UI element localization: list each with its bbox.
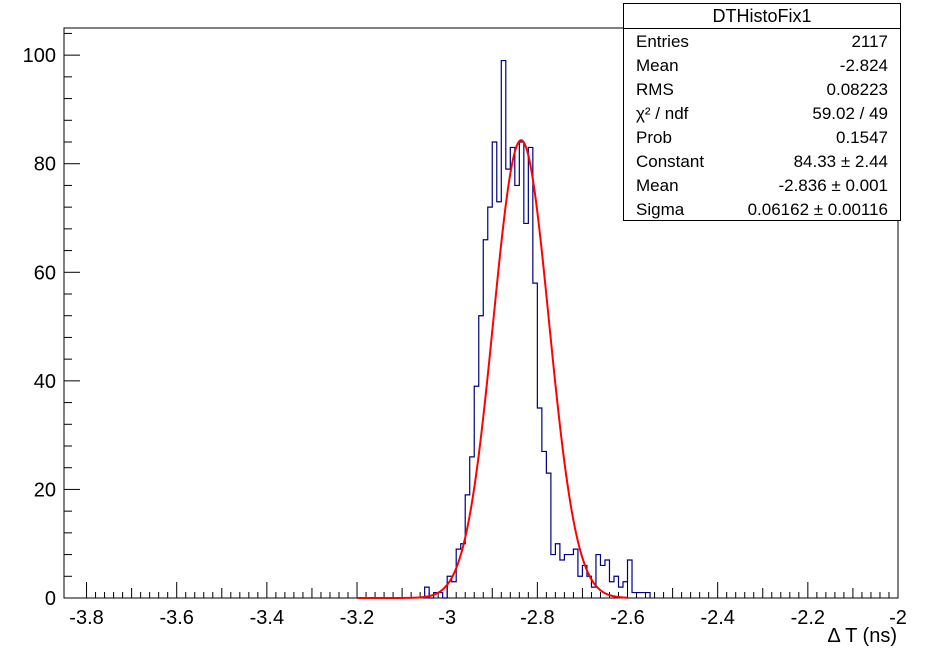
stats-title: DTHistoFix1: [624, 4, 900, 29]
gaussian-fit-curve: [357, 139, 628, 599]
stats-row-label: RMS: [636, 80, 674, 99]
x-tick-label: -2.4: [700, 607, 734, 629]
stats-row-value: 59.02 / 49: [812, 104, 888, 123]
stats-row: Constant 84.33 ± 2.44: [624, 152, 900, 176]
stats-row-value: 0.08223: [826, 80, 888, 99]
stats-row-label: Sigma: [636, 200, 685, 219]
y-tick-label: 80: [34, 154, 56, 176]
stats-row-label: Prob: [636, 128, 672, 147]
x-tick-label: -3.4: [250, 607, 284, 629]
y-tick-label: 100: [23, 45, 56, 67]
plot-frame: [63, 27, 899, 599]
stats-row: Entries 2117: [624, 32, 900, 56]
stats-row: Sigma 0.06162 ± 0.00116: [624, 200, 900, 224]
y-tick-label: 0: [45, 588, 56, 610]
x-axis-label: Δ T (ns): [827, 625, 897, 647]
stats-row-label: Entries: [636, 32, 689, 51]
x-tick-label: -3.6: [159, 607, 193, 629]
stats-row: Mean -2.824: [624, 56, 900, 80]
stats-box: DTHistoFix1 Entries 2117 Mean -2.824 RMS 0.08…: [623, 3, 901, 221]
y-tick-label: 20: [34, 479, 56, 501]
stats-row-value: -2.824: [839, 56, 888, 75]
stats-row: Prob 0.1547: [624, 128, 900, 152]
stats-row-value: -2.836 ± 0.001: [778, 176, 888, 195]
x-axis: -3.8 -3.6 -3.4 -3.2 -3 -2.8 -2.6 -2.4 -2.2 -2: [69, 582, 907, 629]
stats-row: RMS 0.08223: [624, 80, 900, 104]
stats-row-value: 2117: [851, 32, 888, 51]
stats-row-value: 84.33 ± 2.44: [793, 152, 888, 171]
stats-row-label: χ² / ndf: [636, 104, 689, 123]
y-axis: 0 20 40 60 80 100: [23, 32, 80, 610]
x-tick-label: -2: [889, 607, 907, 629]
stats-row-label: Mean: [636, 56, 679, 75]
stats-row: Mean -2.836 ± 0.001: [624, 176, 900, 200]
y-tick-label: 60: [34, 262, 56, 284]
x-tick-label: -3.2: [340, 607, 374, 629]
x-tick-label: -2.6: [610, 607, 644, 629]
x-tick-label: -3.8: [69, 607, 103, 629]
x-tick-label: -3: [438, 607, 456, 629]
x-tick-label: -2.2: [791, 607, 825, 629]
stats-row-label: Mean: [636, 176, 679, 195]
histogram-series: [424, 59, 651, 599]
stats-row-value: 0.06162 ± 0.00116: [747, 200, 888, 219]
y-tick-label: 40: [34, 371, 56, 393]
x-tick-label: -2.8: [520, 607, 554, 629]
stats-row-label: Constant: [636, 152, 705, 171]
stats-row-value: 0.1547: [836, 128, 888, 147]
stats-row: χ² / ndf 59.02 / 49: [624, 104, 900, 128]
